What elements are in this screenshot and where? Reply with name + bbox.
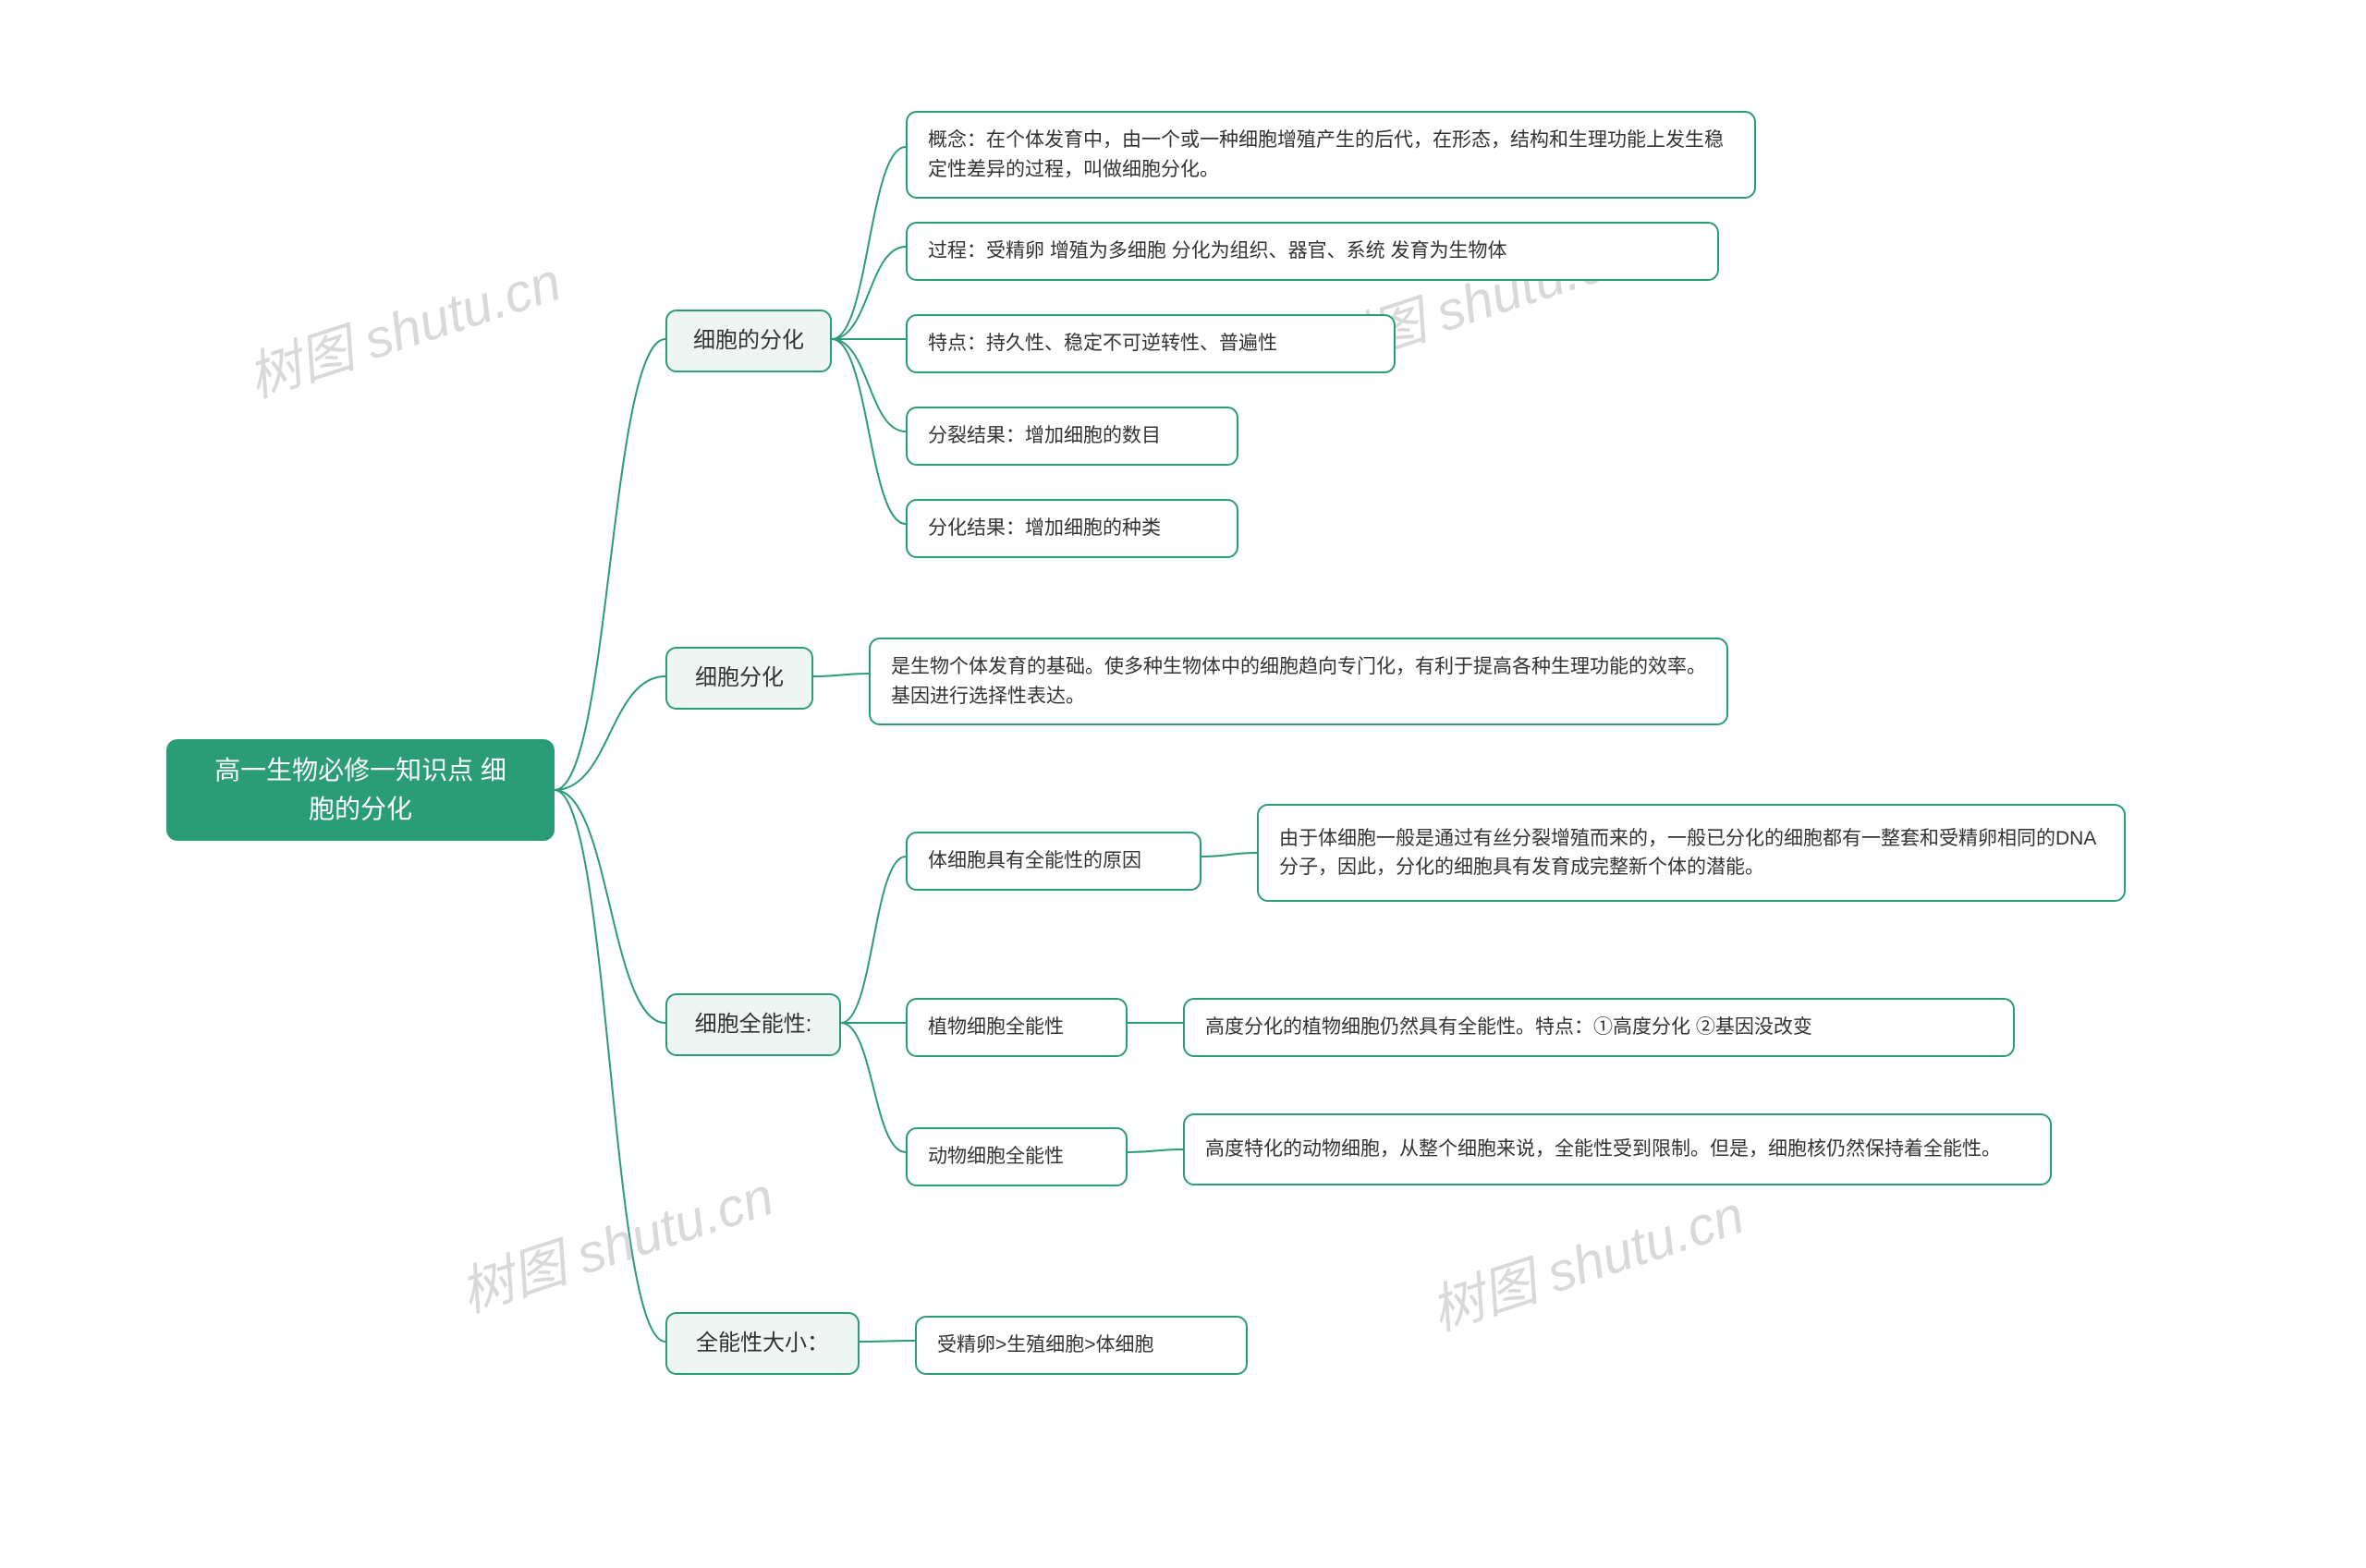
mindmap-canvas: 树图 shutu.cn 树图 shutu.cn 树图 shutu.cn 树图 s… [0,0,2366,1568]
leaf-b1c3-label: 特点：持久性、稳定不可逆转性、普遍性 [928,329,1277,359]
leaf-b3c2s[interactable]: 高度分化的植物细胞仍然具有全能性。特点：①高度分化 ②基因没改变 [1183,998,2015,1057]
watermark: 树图 shutu.cn [237,238,569,412]
root-line1: 高一生物必修一知识点 细 [214,751,506,790]
leaf-b1c4[interactable]: 分裂结果：增加细胞的数目 [906,407,1238,466]
leaf-b1c4-label: 分裂结果：增加细胞的数目 [928,421,1161,451]
root-node[interactable]: 高一生物必修一知识点 细 胞的分化 [166,739,555,841]
branch-b2-label: 细胞分化 [695,662,784,695]
branch-b3-label: 细胞全能性: [695,1008,812,1041]
leaf-b3c3-label: 动物细胞全能性 [928,1142,1064,1172]
leaf-b1c3[interactable]: 特点：持久性、稳定不可逆转性、普遍性 [906,314,1396,373]
leaf-b1c5-label: 分化结果：增加细胞的种类 [928,514,1161,543]
leaf-b3c1[interactable]: 体细胞具有全能性的原因 [906,832,1201,891]
branch-b1[interactable]: 细胞的分化 [665,310,832,372]
leaf-b3c3s-label: 高度特化的动物细胞，从整个细胞来说，全能性受到限制。但是，细胞核仍然保持着全能性… [1205,1135,2001,1164]
leaf-b1c5[interactable]: 分化结果：增加细胞的种类 [906,499,1238,558]
leaf-b3c2s-label: 高度分化的植物细胞仍然具有全能性。特点：①高度分化 ②基因没改变 [1205,1013,1812,1042]
leaf-b3c1s[interactable]: 由于体细胞一般是通过有丝分裂增殖而来的，一般已分化的细胞都有一整套和受精卵相同的… [1257,804,2126,902]
leaf-b3c3[interactable]: 动物细胞全能性 [906,1127,1128,1186]
watermark: 树图 shutu.cn [449,1153,782,1327]
branch-b4-label: 全能性大小： [696,1327,829,1360]
leaf-b2c1-label: 是生物个体发育的基础。使多种生物体中的细胞趋向专门化，有利于提高各种生理功能的效… [891,652,1706,711]
leaf-b3c2[interactable]: 植物细胞全能性 [906,998,1128,1057]
leaf-b4c1-label: 受精卵>生殖细胞>体细胞 [937,1331,1154,1360]
branch-b1-label: 细胞的分化 [693,324,804,358]
leaf-b2c1[interactable]: 是生物个体发育的基础。使多种生物体中的细胞趋向专门化，有利于提高各种生理功能的效… [869,638,1728,725]
leaf-b3c1-label: 体细胞具有全能性的原因 [928,846,1141,876]
branch-b3[interactable]: 细胞全能性: [665,993,841,1056]
watermark: 树图 shutu.cn [1420,1172,1752,1345]
leaf-b1c1[interactable]: 概念：在个体发育中，由一个或一种细胞增殖产生的后代，在形态，结构和生理功能上发生… [906,111,1756,199]
root-line2: 胞的分化 [214,790,506,829]
leaf-b4c1[interactable]: 受精卵>生殖细胞>体细胞 [915,1316,1248,1375]
leaf-b3c2-label: 植物细胞全能性 [928,1013,1064,1042]
leaf-b1c2-label: 过程：受精卵 增殖为多细胞 分化为组织、器官、系统 发育为生物体 [928,237,1507,266]
leaf-b1c1-label: 概念：在个体发育中，由一个或一种细胞增殖产生的后代，在形态，结构和生理功能上发生… [928,126,1734,184]
leaf-b3c3s[interactable]: 高度特化的动物细胞，从整个细胞来说，全能性受到限制。但是，细胞核仍然保持着全能性… [1183,1113,2052,1185]
leaf-b1c2[interactable]: 过程：受精卵 增殖为多细胞 分化为组织、器官、系统 发育为生物体 [906,222,1719,281]
branch-b2[interactable]: 细胞分化 [665,647,813,710]
branch-b4[interactable]: 全能性大小： [665,1312,860,1375]
leaf-b3c1s-label: 由于体细胞一般是通过有丝分裂增殖而来的，一般已分化的细胞都有一整套和受精卵相同的… [1279,824,2104,882]
